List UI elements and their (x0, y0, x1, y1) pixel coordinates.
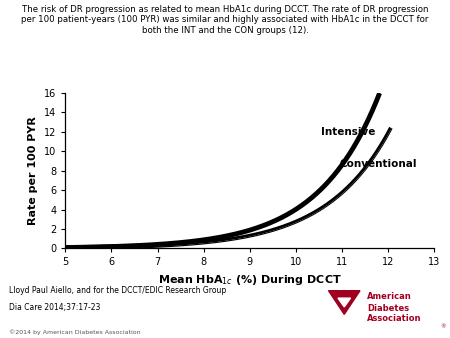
Text: Conventional: Conventional (340, 159, 417, 169)
Text: Association: Association (367, 314, 421, 323)
Text: American: American (367, 292, 411, 301)
Text: ®: ® (440, 324, 445, 330)
Text: The risk of DR progression as related to mean HbA1c during DCCT. The rate of DR : The risk of DR progression as related to… (21, 5, 429, 35)
Text: Diabetes: Diabetes (367, 304, 409, 313)
Text: Dia Care 2014;37:17-23: Dia Care 2014;37:17-23 (9, 303, 100, 312)
X-axis label: Mean HbA$_{1c}$ (%) During DCCT: Mean HbA$_{1c}$ (%) During DCCT (158, 273, 342, 287)
Text: ©2014 by American Diabetes Association: ©2014 by American Diabetes Association (9, 330, 140, 335)
Y-axis label: Rate per 100 PYR: Rate per 100 PYR (28, 116, 38, 225)
Text: Lloyd Paul Aiello, and for the DCCT/EDIC Research Group: Lloyd Paul Aiello, and for the DCCT/EDIC… (9, 286, 226, 295)
Text: Intensive: Intensive (321, 127, 376, 137)
